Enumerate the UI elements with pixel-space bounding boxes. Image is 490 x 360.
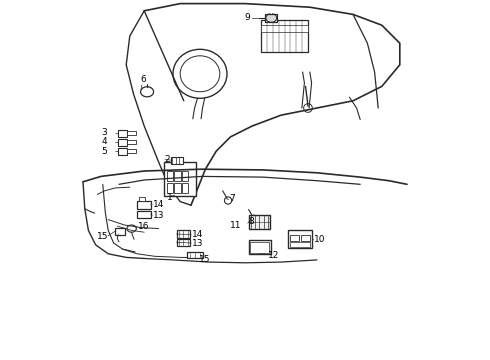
Bar <box>167 183 173 193</box>
Text: 13: 13 <box>153 211 165 220</box>
Bar <box>290 242 310 247</box>
Text: 14: 14 <box>153 200 165 209</box>
Text: 2: 2 <box>164 154 170 163</box>
Bar <box>118 148 127 155</box>
Text: 15: 15 <box>98 233 109 241</box>
Bar <box>176 230 190 238</box>
Bar <box>176 239 190 246</box>
Bar <box>127 149 136 153</box>
Text: 16: 16 <box>138 222 149 231</box>
Text: 10: 10 <box>314 235 326 244</box>
Bar <box>182 171 188 181</box>
Bar <box>261 20 308 52</box>
Bar <box>250 242 270 253</box>
Text: 12: 12 <box>269 251 280 260</box>
Bar <box>127 140 136 144</box>
Bar <box>265 14 277 22</box>
Bar <box>137 201 151 209</box>
Bar <box>301 235 310 241</box>
Text: 7: 7 <box>229 194 235 203</box>
Bar <box>115 228 125 235</box>
Bar <box>288 230 312 248</box>
Bar <box>118 139 127 146</box>
Bar <box>174 183 180 193</box>
Text: 4: 4 <box>102 137 107 146</box>
Bar <box>171 157 183 164</box>
Text: 9: 9 <box>245 13 250 22</box>
Text: 6: 6 <box>141 75 147 84</box>
Text: 13: 13 <box>192 238 203 248</box>
Bar <box>137 211 151 218</box>
Bar <box>182 183 188 193</box>
Bar <box>261 25 308 32</box>
Bar <box>248 215 270 229</box>
Bar <box>174 171 180 181</box>
Bar <box>164 162 196 196</box>
Text: 8: 8 <box>248 217 254 226</box>
Bar <box>118 130 127 137</box>
Bar <box>127 131 136 135</box>
Text: 11: 11 <box>230 221 242 230</box>
Bar <box>248 240 271 254</box>
Bar <box>139 197 145 201</box>
Bar <box>167 171 173 181</box>
Text: 3: 3 <box>102 129 107 137</box>
Text: 14: 14 <box>192 230 203 239</box>
Text: 1: 1 <box>167 193 172 202</box>
Bar <box>290 235 298 241</box>
Bar <box>187 252 202 258</box>
Text: 5: 5 <box>102 147 107 156</box>
Text: 15: 15 <box>199 256 210 264</box>
